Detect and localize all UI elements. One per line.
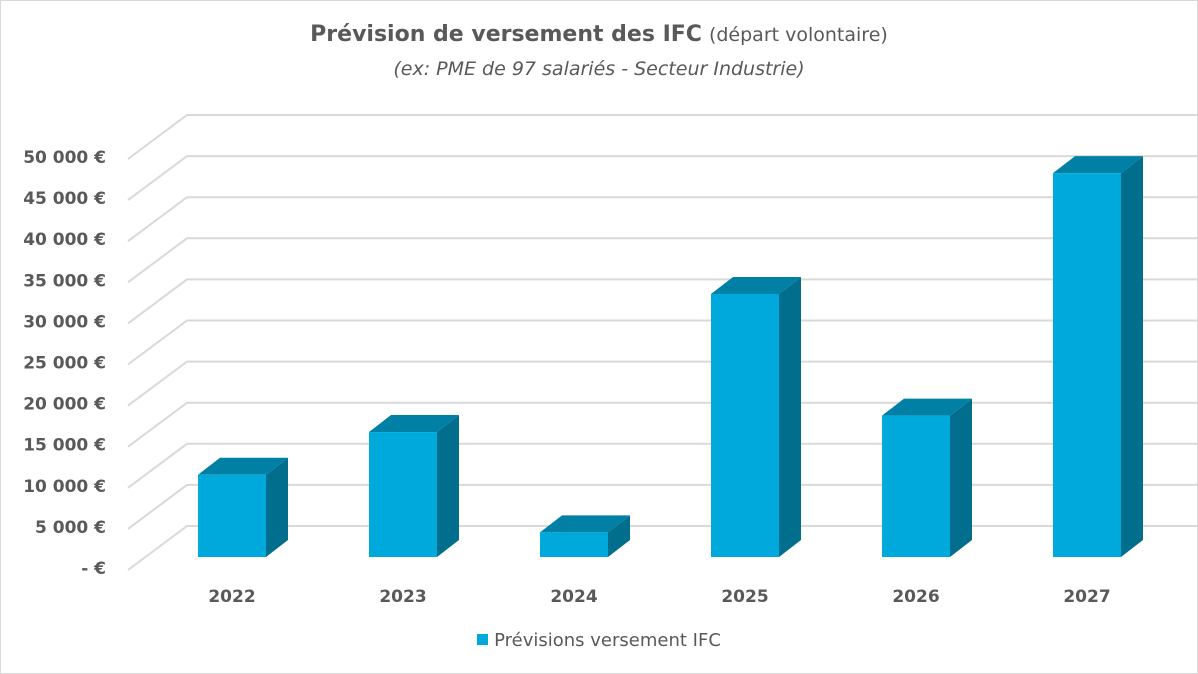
x-tick-label: 2027 xyxy=(1063,587,1110,607)
y-tick-label: 35 000 € xyxy=(23,271,106,291)
bar-top xyxy=(711,276,801,294)
bar-side xyxy=(608,515,630,557)
legend-label: Prévisions versement IFC xyxy=(494,630,721,651)
bar-top xyxy=(369,415,459,433)
x-tick-label: 2024 xyxy=(550,587,597,607)
gridline xyxy=(127,278,1198,325)
bar xyxy=(711,293,779,557)
y-tick-label: - € xyxy=(81,559,106,579)
bar xyxy=(540,532,608,557)
bar-top xyxy=(540,515,630,533)
gridline xyxy=(127,442,1198,489)
bar-top xyxy=(198,457,288,475)
bar-top xyxy=(882,398,972,416)
x-tick-label: 2025 xyxy=(721,587,768,607)
bar-side xyxy=(1121,156,1143,557)
x-tick-label: 2026 xyxy=(892,587,939,607)
bar xyxy=(1053,173,1121,557)
legend: Prévisions versement IFC xyxy=(0,630,1198,651)
gridline xyxy=(127,114,1198,160)
y-tick-label: 20 000 € xyxy=(23,395,106,415)
gridline xyxy=(127,483,1198,530)
bar-side xyxy=(779,276,801,557)
gridline xyxy=(127,237,1198,284)
bar xyxy=(882,415,950,557)
y-tick-label: 5 000 € xyxy=(35,518,106,538)
y-tick-label: 40 000 € xyxy=(23,230,106,250)
y-tick-label: 15 000 € xyxy=(23,436,106,456)
gridline xyxy=(127,360,1198,407)
chart-title-main: Prévision de versement des IFC xyxy=(310,22,702,47)
bar-side xyxy=(266,457,288,557)
gridline xyxy=(127,525,1198,571)
chart-title-suffix: (départ volontaire) xyxy=(708,24,888,46)
bar-side xyxy=(437,415,459,557)
bar-side xyxy=(950,398,972,557)
y-tick-label: 45 000 € xyxy=(23,189,106,209)
gridline xyxy=(127,319,1198,366)
bar-top xyxy=(1053,156,1143,174)
gridline xyxy=(127,401,1198,448)
x-tick-label: 2022 xyxy=(208,587,255,607)
x-tick-label: 2023 xyxy=(379,587,426,607)
chart-title: Prévision de versement des IFC (départ v… xyxy=(0,22,1198,47)
y-tick-label: 50 000 € xyxy=(23,148,106,168)
gridline xyxy=(127,155,1198,201)
legend-swatch xyxy=(477,634,489,645)
y-tick-label: 30 000 € xyxy=(23,312,106,332)
y-tick-label: 25 000 € xyxy=(23,354,106,374)
y-tick-label: 10 000 € xyxy=(23,477,106,497)
bar xyxy=(198,474,266,557)
bar xyxy=(369,432,437,557)
gridline xyxy=(127,196,1198,243)
chart-subtitle: (ex: PME de 97 salariés - Secteur Indust… xyxy=(393,58,805,80)
